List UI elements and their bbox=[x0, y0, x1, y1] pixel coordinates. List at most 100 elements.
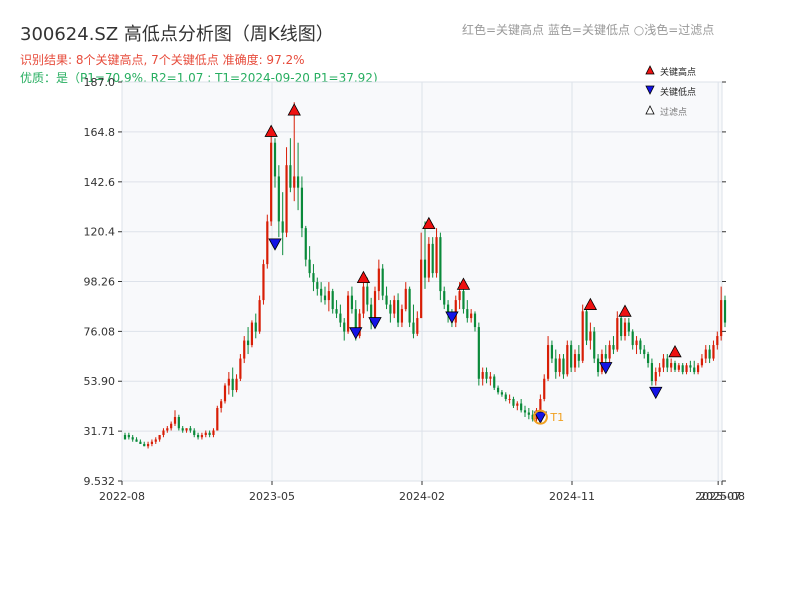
key-high-marker bbox=[618, 304, 632, 317]
candle-body bbox=[146, 443, 150, 447]
key-high-marker bbox=[583, 297, 598, 310]
candle-body bbox=[396, 300, 400, 323]
candle-body bbox=[158, 434, 161, 440]
candle-body bbox=[327, 291, 330, 301]
candle-body bbox=[581, 311, 584, 361]
x-tick-label: 2023-05 bbox=[249, 490, 295, 503]
candle-body bbox=[643, 349, 646, 355]
candle-body bbox=[693, 367, 696, 373]
key-high-marker bbox=[287, 103, 301, 116]
candle-body bbox=[504, 394, 507, 400]
candle-body bbox=[473, 313, 477, 328]
candle-body bbox=[212, 430, 215, 435]
candle-body bbox=[196, 434, 200, 438]
candle-body bbox=[531, 414, 534, 420]
axes: 187.0 164.8 142.6 120.4 98.26 76.08 53.90 31.71… bbox=[84, 76, 745, 503]
candle-body bbox=[177, 416, 180, 429]
candle-body bbox=[670, 363, 673, 368]
candle-body bbox=[612, 345, 615, 350]
y-tick-label: 142.6 bbox=[84, 176, 116, 189]
candle-body bbox=[335, 309, 338, 314]
legend-filtered-marker-icon bbox=[645, 105, 655, 115]
candle-body bbox=[704, 349, 707, 359]
legend-low-marker-icon bbox=[645, 85, 655, 95]
legend-high-marker-icon bbox=[645, 65, 655, 75]
candle-body bbox=[700, 358, 704, 366]
candle-body bbox=[423, 259, 427, 278]
key-low-marker bbox=[268, 238, 282, 251]
candle-body bbox=[685, 365, 688, 373]
candle-body bbox=[139, 441, 142, 444]
candle-body bbox=[593, 331, 596, 359]
x-tick-label: 2022-08 bbox=[99, 490, 145, 503]
candle-body bbox=[404, 288, 407, 310]
candle-body bbox=[558, 358, 561, 373]
candle-body bbox=[285, 165, 288, 233]
candle-body bbox=[570, 345, 573, 368]
candle-body bbox=[281, 221, 284, 233]
candle-body bbox=[235, 378, 238, 391]
candle-body bbox=[516, 403, 519, 406]
key-low-marker bbox=[349, 327, 363, 340]
x-tick-label: 2024-11 bbox=[549, 490, 595, 503]
candle-body bbox=[408, 288, 411, 323]
candle-body bbox=[512, 399, 515, 406]
candle-body bbox=[343, 322, 346, 332]
candle-body bbox=[412, 322, 415, 334]
candle-body bbox=[523, 410, 527, 413]
candle-body bbox=[331, 291, 334, 310]
candle-body bbox=[489, 376, 492, 379]
key-high-marker bbox=[456, 277, 471, 290]
candle-body bbox=[200, 434, 204, 438]
candle-body bbox=[362, 286, 365, 314]
candle-body bbox=[696, 365, 700, 373]
candle-body bbox=[293, 176, 296, 188]
candle-body bbox=[435, 237, 438, 274]
candles bbox=[123, 102, 727, 449]
candle-body bbox=[716, 336, 719, 346]
y-tick-label: 187.0 bbox=[84, 76, 116, 89]
candle-body bbox=[662, 358, 665, 368]
candle-body bbox=[608, 345, 611, 359]
candle-body bbox=[170, 423, 173, 429]
candle-body bbox=[443, 291, 446, 305]
candle-body bbox=[131, 437, 134, 440]
candle-body bbox=[431, 243, 434, 274]
candle-body bbox=[400, 309, 404, 323]
candle-body bbox=[666, 358, 669, 368]
candle-body bbox=[296, 176, 300, 188]
key-low-marker bbox=[368, 317, 382, 330]
candle-body bbox=[500, 392, 504, 395]
candle-body bbox=[143, 443, 146, 447]
y-tick-label: 98.26 bbox=[84, 276, 116, 289]
candle-body bbox=[308, 259, 311, 274]
candle-body bbox=[181, 428, 184, 431]
candle-body bbox=[162, 430, 165, 435]
candle-body bbox=[527, 412, 530, 415]
candle-body bbox=[712, 345, 715, 359]
candle-body bbox=[270, 142, 273, 222]
candle-body bbox=[550, 345, 554, 359]
candle-body bbox=[393, 300, 396, 314]
candle-body bbox=[266, 221, 269, 265]
candle-body bbox=[620, 318, 623, 337]
candle-body bbox=[520, 403, 523, 411]
candle-body bbox=[208, 432, 211, 435]
y-tick-label: 76.08 bbox=[84, 325, 116, 338]
candle-body bbox=[166, 428, 169, 431]
candle-body bbox=[543, 378, 546, 400]
candle-body bbox=[239, 358, 242, 379]
candle-body bbox=[477, 327, 480, 379]
candle-body bbox=[204, 432, 207, 435]
legend-filtered-label: 过滤点 bbox=[660, 106, 687, 118]
y-tick-label: 120.4 bbox=[84, 226, 116, 239]
key-low-marker bbox=[445, 311, 459, 324]
candle-body bbox=[262, 264, 265, 301]
candle-body bbox=[135, 439, 138, 442]
candle-body bbox=[258, 300, 261, 332]
candle-body bbox=[227, 378, 230, 386]
candle-body bbox=[654, 372, 657, 382]
candle-body bbox=[604, 354, 607, 359]
candle-body bbox=[366, 286, 369, 305]
key-low-marker bbox=[533, 411, 548, 424]
